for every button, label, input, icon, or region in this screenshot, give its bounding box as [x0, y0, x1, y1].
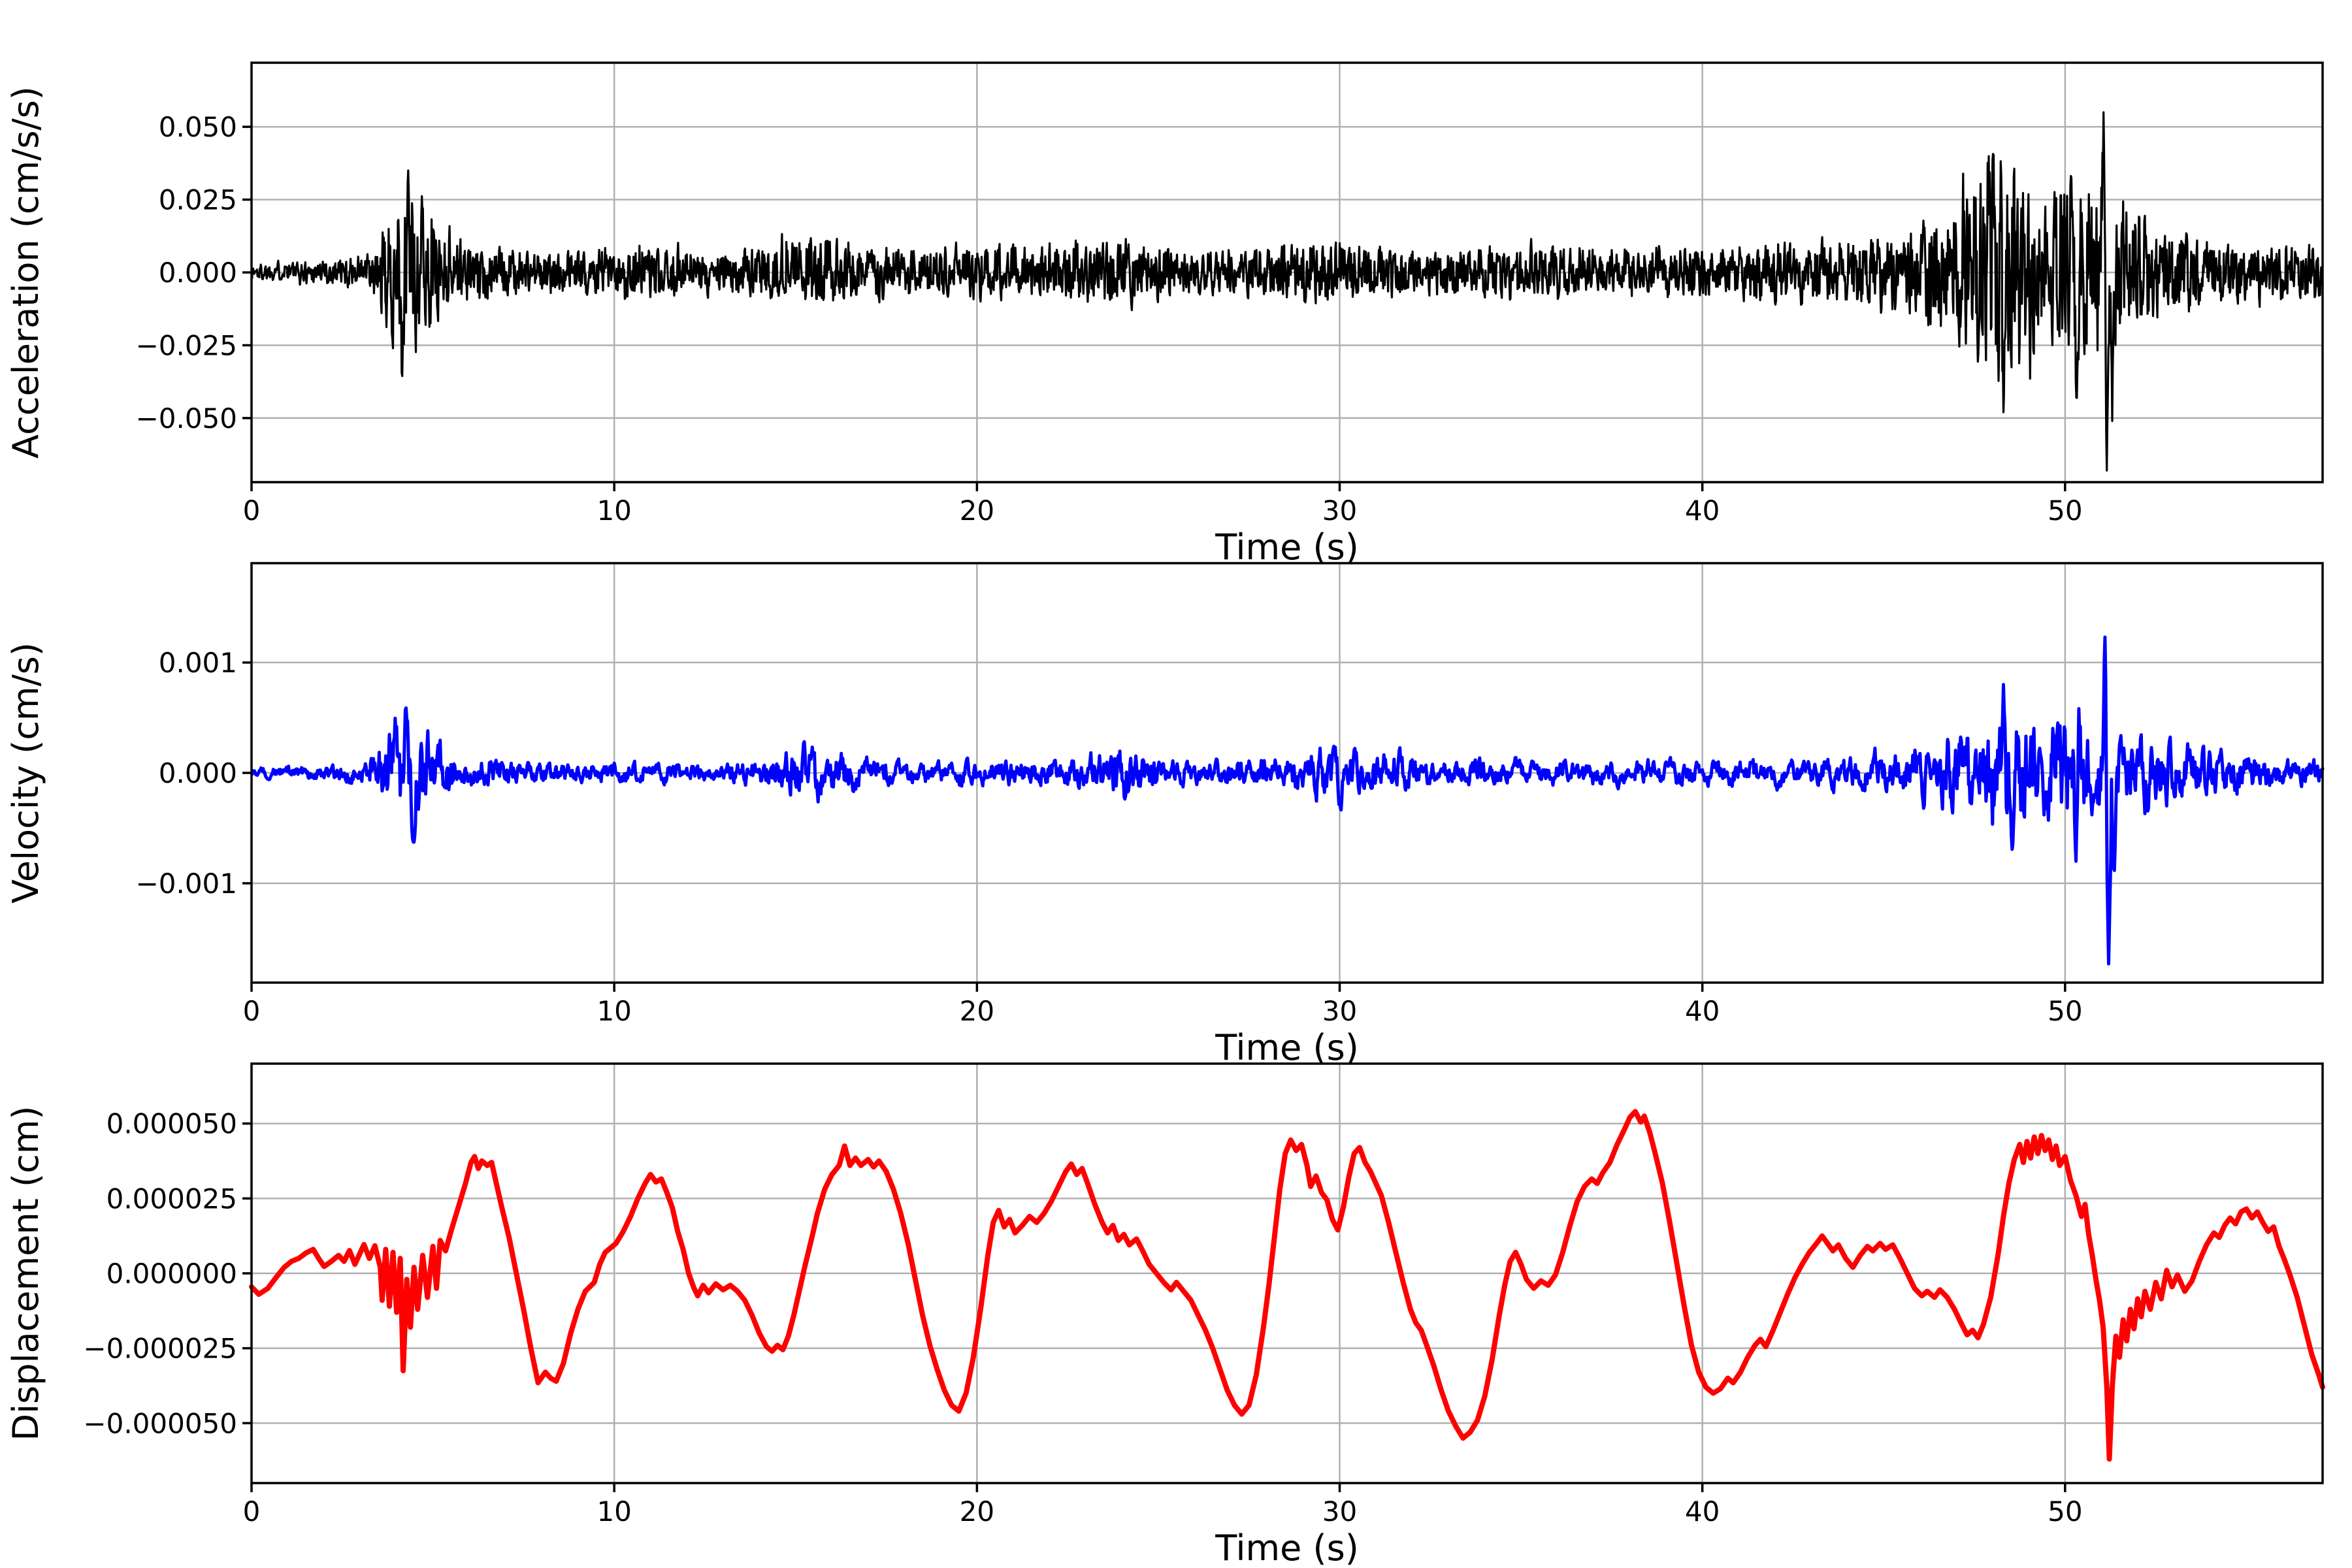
ticks-displacement — [242, 1122, 2066, 1492]
y-tick-label: −0.001 — [136, 868, 237, 900]
x-tick-label: 30 — [1322, 495, 1357, 527]
y-axis-label-acceleration: Acceleration (cm/s/s) — [5, 86, 46, 459]
x-axis-label-displacement: Time (s) — [1215, 1527, 1359, 1568]
displacement-trace — [249, 1109, 2325, 1462]
x-tick-label: 40 — [1685, 1495, 1720, 1527]
x-tick-label: 10 — [596, 1495, 631, 1527]
ticks-acceleration — [242, 125, 2066, 491]
x-tick-label: 0 — [243, 1495, 261, 1527]
x-tick-label: 20 — [960, 1495, 994, 1527]
x-tick-label: 50 — [2048, 495, 2082, 527]
y-axis-label-displacement: Displacement (cm) — [5, 1106, 46, 1441]
x-axis-label-acceleration: Time (s) — [1215, 527, 1359, 568]
y-tick-label: −0.000050 — [83, 1407, 237, 1439]
y-tick-label: 0.000000 — [106, 1258, 237, 1290]
x-tick-label: 0 — [243, 495, 261, 527]
x-axis-label-velocity: Time (s) — [1215, 1027, 1359, 1068]
subplot-velocity: 0 10 20 30 40 50 0.001 0.000 −0.001 Time (s) Veloc… — [5, 562, 2325, 1068]
x-tick-label: 40 — [1685, 495, 1720, 527]
x-tick-label: 10 — [596, 995, 631, 1027]
x-tick-label: 20 — [960, 495, 994, 527]
y-tick-label: 0.050 — [159, 111, 237, 143]
y-axis-label-velocity: Velocity (cm/s) — [5, 642, 46, 904]
x-tick-label: 30 — [1322, 1495, 1357, 1527]
y-tick-label: −0.000025 — [83, 1333, 237, 1365]
acceleration-trace — [250, 111, 2323, 472]
x-tick-label: 50 — [2048, 995, 2082, 1027]
y-tick-label: −0.025 — [136, 329, 237, 361]
y-tick-label: 0.000025 — [106, 1183, 237, 1215]
x-tick-label: 0 — [243, 995, 261, 1027]
ticks-velocity — [242, 661, 2066, 992]
y-tick-label: 0.000 — [159, 757, 237, 789]
y-tick-label: −0.050 — [136, 402, 237, 434]
velocity-trace — [250, 635, 2325, 966]
x-tick-label: 50 — [2048, 1495, 2082, 1527]
y-tick-label: 0.000 — [159, 257, 237, 289]
y-tick-label: 0.025 — [159, 184, 237, 216]
y-tick-label: 0.001 — [159, 647, 237, 679]
x-tick-label: 40 — [1685, 995, 1720, 1027]
subplot-acceleration: 0 10 20 30 40 50 0.050 0.025 0.000 −0.025 −0.050 Ti… — [5, 61, 2324, 568]
grid-displacement — [250, 1064, 2323, 1483]
y-tick-label: 0.000050 — [106, 1108, 237, 1140]
x-tick-label: 30 — [1322, 995, 1357, 1027]
x-tick-label: 20 — [960, 995, 994, 1027]
subplot-displacement: 0 10 20 30 40 50 0.000050 0.000025 0.000000 −0.00… — [5, 1062, 2325, 1568]
x-tick-label: 10 — [596, 495, 631, 527]
